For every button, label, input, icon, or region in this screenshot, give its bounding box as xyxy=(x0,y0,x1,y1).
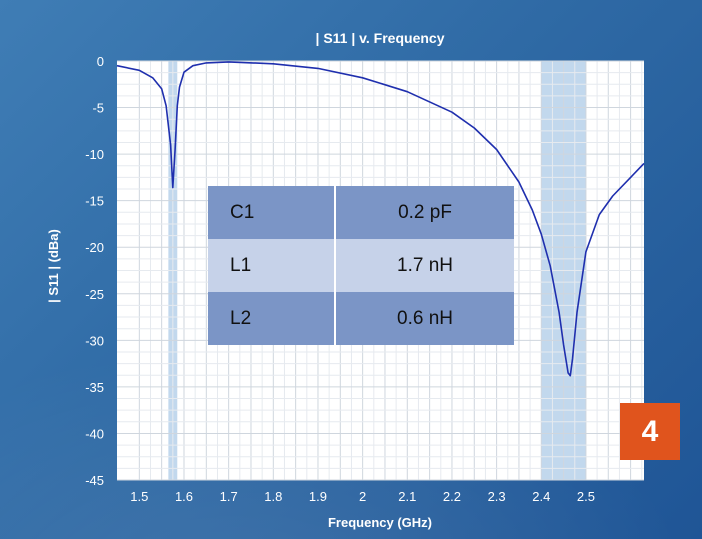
y-tick-label: 0 xyxy=(97,54,104,69)
table-row: C1 0.2 pF xyxy=(208,186,514,239)
table-row: L1 1.7 nH xyxy=(208,239,514,292)
x-tick-label: 1.8 xyxy=(264,489,282,504)
x-tick-label: 2.4 xyxy=(532,489,550,504)
y-tick-label: -20 xyxy=(85,240,104,255)
y-tick-label: -30 xyxy=(85,333,104,348)
x-tick-label: 2 xyxy=(359,489,366,504)
x-tick-label: 2.3 xyxy=(488,489,506,504)
y-tick-label: -5 xyxy=(92,101,104,116)
table-row: L2 0.6 nH xyxy=(208,292,514,345)
component-value: 1.7 nH xyxy=(335,239,514,292)
x-tick-label: 1.6 xyxy=(175,489,193,504)
x-axis-label: Frequency (GHz) xyxy=(328,515,432,530)
s11-curve xyxy=(116,61,645,377)
y-tick-label: -25 xyxy=(85,287,104,302)
x-tick-label: 2.2 xyxy=(443,489,461,504)
component-values-table: C1 0.2 pF L1 1.7 nH L2 0.6 nH xyxy=(208,186,514,345)
component-name: L1 xyxy=(208,239,336,292)
component-value: 0.6 nH xyxy=(335,292,514,345)
y-tick-label: -35 xyxy=(85,380,104,395)
y-tick-label: -10 xyxy=(85,147,104,162)
figure-number-badge: 4 xyxy=(620,403,680,460)
x-tick-label: 1.5 xyxy=(130,489,148,504)
y-tick-label: -45 xyxy=(85,473,104,488)
chart-title: | S11 | v. Frequency xyxy=(316,30,445,46)
x-tick-label: 2.1 xyxy=(398,489,416,504)
y-tick-label: -40 xyxy=(85,426,104,441)
y-axis-label: | S11 | (dBa) xyxy=(46,229,61,303)
component-name: C1 xyxy=(208,186,336,239)
x-tick-label: 2.5 xyxy=(577,489,595,504)
x-tick-label: 1.7 xyxy=(220,489,238,504)
x-tick-label: 1.9 xyxy=(309,489,327,504)
component-name: L2 xyxy=(208,292,336,345)
y-tick-label: -15 xyxy=(85,194,104,209)
component-value: 0.2 pF xyxy=(335,186,514,239)
